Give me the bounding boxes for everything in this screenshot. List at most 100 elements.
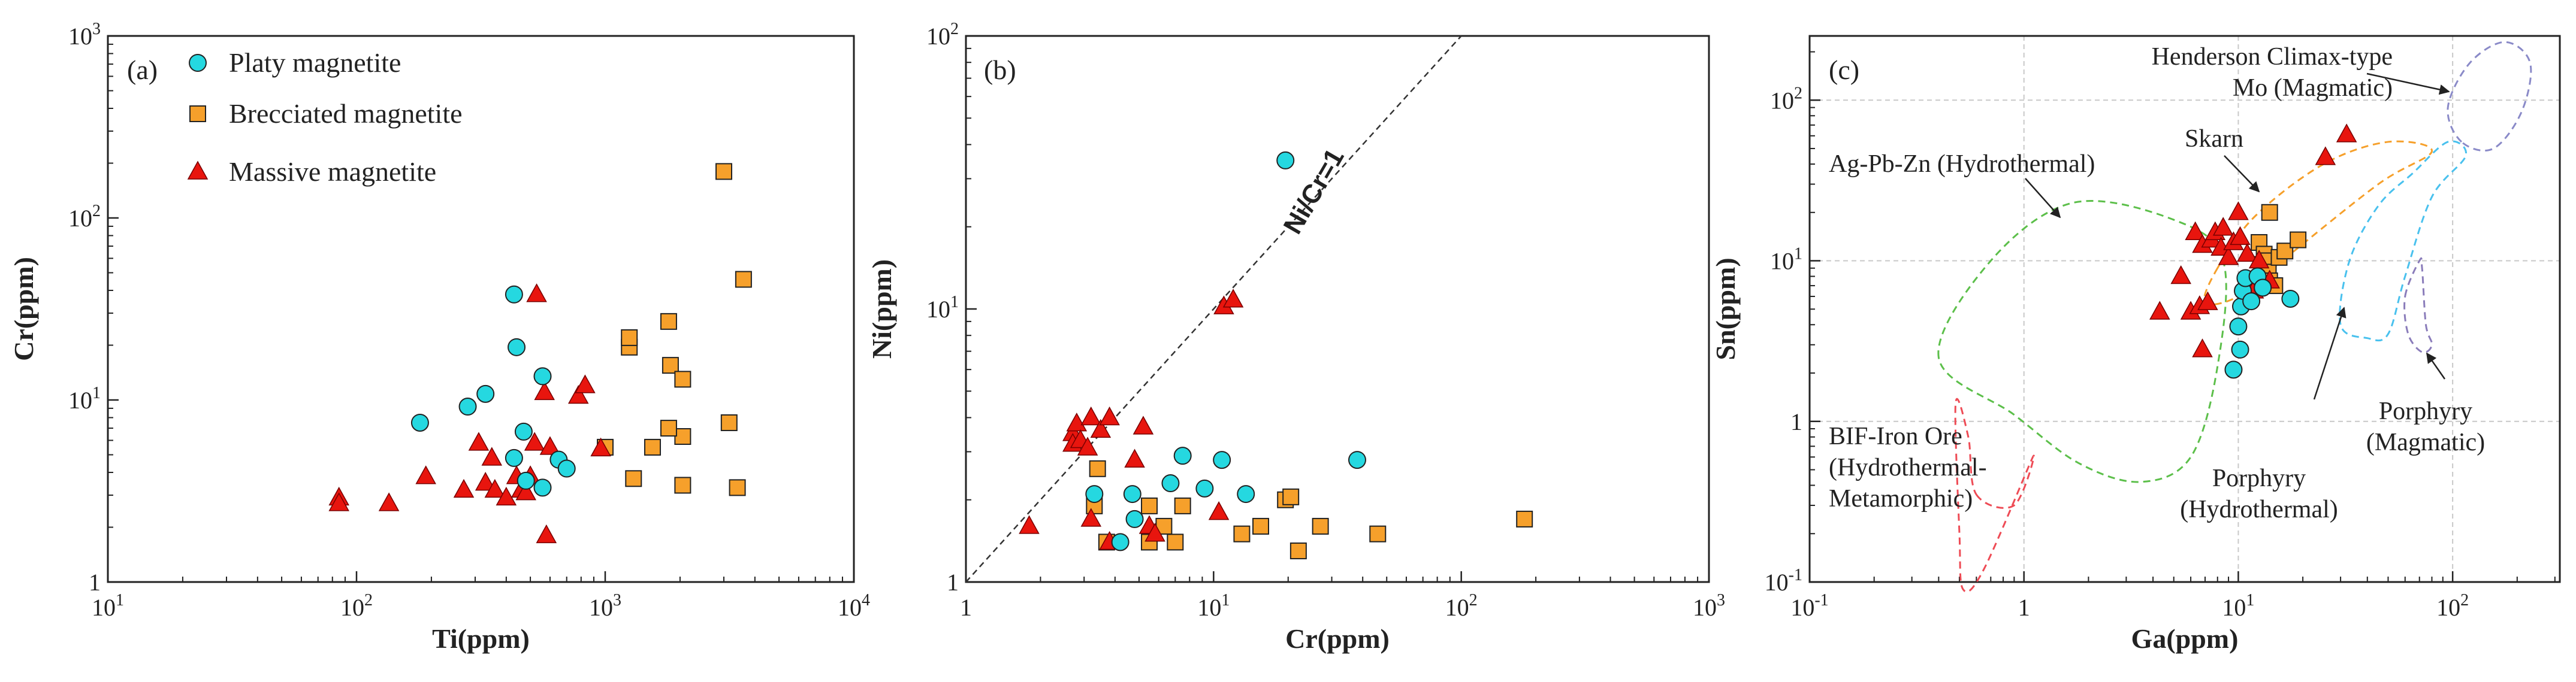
platy-magnetite-point xyxy=(508,338,526,356)
y-tick-label: 103 xyxy=(68,20,101,50)
field-label-porphyry-magmatic: (Magmatic) xyxy=(2366,429,2485,456)
field-label-porphyry-magmatic: Porphyry xyxy=(2379,398,2472,425)
massive-magnetite-point xyxy=(1080,406,1102,426)
platy-magnetite-point xyxy=(1213,451,1231,469)
massive-magnetite-point xyxy=(328,492,349,511)
massive-magnetite-point xyxy=(2218,246,2239,265)
massive-magnetite-point xyxy=(1090,419,1112,438)
brecciated-magnetite-point xyxy=(1089,460,1106,477)
field-label-henderson-climax-type-mo-magmatic: Mo (Magmatic) xyxy=(2233,74,2393,102)
massive-magnetite-point xyxy=(567,385,589,404)
y-tick-label: 1 xyxy=(89,569,101,596)
x-tick-label: 103 xyxy=(589,591,621,621)
arrow-ag-pb-zn xyxy=(2025,178,2061,219)
field-porphyry-hydrothermal xyxy=(2339,140,2467,342)
platy-magnetite-point xyxy=(1237,485,1255,504)
y-tick-label: 1 xyxy=(1790,408,1802,435)
massive-magnetite-point xyxy=(536,524,557,544)
brecciated-magnetite-point xyxy=(1289,542,1307,560)
field-label-skarn: Skarn xyxy=(2185,125,2243,153)
panel-label: (b) xyxy=(984,54,1016,85)
legend-platy-magnetite-marker xyxy=(189,54,207,72)
x-tick-label: 104 xyxy=(838,591,870,621)
massive-magnetite-point xyxy=(1066,413,1088,432)
brecciated-magnetite-point xyxy=(2290,231,2307,248)
platy-magnetite-point xyxy=(410,413,429,432)
brecciated-magnetite-point xyxy=(674,371,691,388)
x-tick-label: 102 xyxy=(1445,591,1478,621)
legend-platy-magnetite-label: Platy magnetite xyxy=(229,47,401,78)
y-tick-label: 101 xyxy=(926,293,959,323)
brecciated-magnetite-point xyxy=(1167,534,1184,551)
field-label-bif-iron-ore-hydrothermal-metamorphic: BIF-Iron Ore xyxy=(1829,423,1962,450)
massive-magnetite-point xyxy=(2336,123,2357,143)
brecciated-magnetite-point xyxy=(621,329,638,346)
massive-magnetite-point xyxy=(515,481,536,501)
massive-magnetite-point xyxy=(1222,289,1244,308)
massive-magnetite-point xyxy=(2170,265,2191,284)
y-axis-label: Cr(ppm) xyxy=(8,257,39,361)
platy-magnetite-point xyxy=(2229,317,2248,336)
x-tick-label: 102 xyxy=(340,591,373,621)
x-tick-label: 102 xyxy=(2436,591,2469,621)
massive-magnetite-point xyxy=(2228,201,2249,220)
platy-magnetite-point xyxy=(505,448,523,467)
massive-magnetite-point xyxy=(1133,416,1154,435)
platy-magnetite-point xyxy=(533,478,552,497)
brecciated-magnetite-point xyxy=(1141,497,1158,514)
panel-label: (c) xyxy=(1829,54,1859,85)
y-tick-label: 101 xyxy=(1770,245,1802,275)
brecciated-magnetite-point xyxy=(2261,204,2278,221)
field-ag-pb-zn xyxy=(1937,200,2227,483)
brecciated-magnetite-point xyxy=(1174,497,1191,514)
y-axis-label: Ni(ppm) xyxy=(866,259,897,359)
y-tick-label: 102 xyxy=(68,202,101,232)
y-tick-label: 102 xyxy=(1770,84,1802,114)
platy-magnetite-point xyxy=(2281,289,2300,308)
massive-magnetite-point xyxy=(2192,338,2213,357)
massive-magnetite-point xyxy=(1099,406,1120,426)
y-tick-label: 1 xyxy=(947,569,959,596)
field-porphyry-magmatic xyxy=(2403,257,2433,354)
field-bif-iron-ore xyxy=(1954,398,2035,593)
massive-magnetite-point xyxy=(496,486,517,506)
panel-label: (a) xyxy=(127,54,158,85)
y-axis-label: Sn(ppm) xyxy=(1710,257,1741,360)
field-label-porphyry-hydrothermal: (Hydrothermal) xyxy=(2180,496,2338,523)
massive-magnetite-point xyxy=(1080,508,1102,527)
x-axis-label: Cr(ppm) xyxy=(1285,623,1390,654)
field-label-henderson-climax-type-mo-magmatic: Henderson Climax-type xyxy=(2152,43,2393,71)
massive-magnetite-point xyxy=(2212,217,2234,236)
x-axis-label: Ti(ppm) xyxy=(432,623,530,654)
massive-magnetite-point xyxy=(2236,243,2258,262)
arrow-skarn xyxy=(2224,155,2260,193)
massive-magnetite-point xyxy=(2230,226,2251,245)
platy-magnetite-point xyxy=(1085,485,1104,504)
massive-magnetite-point xyxy=(2197,291,2218,310)
brecciated-magnetite-point xyxy=(674,428,691,445)
platy-magnetite-point xyxy=(533,367,552,386)
platy-magnetite-point xyxy=(514,422,533,441)
massive-magnetite-point xyxy=(2315,146,2336,165)
field-label-bif-iron-ore-hydrothermal-metamorphic: Metamorphic) xyxy=(1829,485,1973,513)
field-skarn xyxy=(2203,140,2433,306)
massive-magnetite-point xyxy=(539,436,561,455)
x-axis-label: Ga(ppm) xyxy=(2131,623,2239,654)
platy-magnetite-point xyxy=(2254,278,2272,297)
platy-magnetite-point xyxy=(1123,485,1141,504)
platy-magnetite-point xyxy=(2242,292,2261,311)
massive-magnetite-point xyxy=(534,381,555,401)
brecciated-magnetite-point xyxy=(720,414,738,431)
massive-magnetite-point xyxy=(1208,501,1230,520)
platy-magnetite-point xyxy=(1348,451,1366,469)
brecciated-magnetite-point xyxy=(674,477,691,494)
platy-magnetite-point xyxy=(1173,447,1192,465)
x-tick-label: 101 xyxy=(2222,591,2254,621)
legend-brecciated-magnetite-label: Brecciated magnetite xyxy=(229,98,463,129)
platy-magnetite-point xyxy=(505,285,523,304)
massive-magnetite-point xyxy=(1124,448,1145,468)
massive-magnetite-point xyxy=(453,478,475,498)
x-tick-label: 103 xyxy=(1693,591,1725,621)
x-tick-label: 10-1 xyxy=(1790,591,1828,621)
